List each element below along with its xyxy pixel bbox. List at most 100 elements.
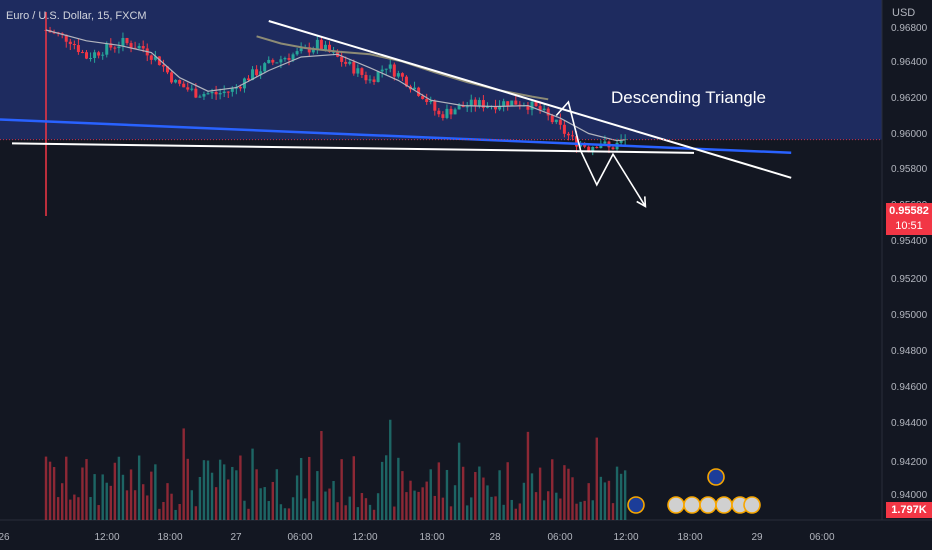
candle-body bbox=[380, 69, 384, 72]
candle-body bbox=[263, 63, 267, 72]
volume-bar bbox=[320, 431, 323, 520]
candle-body bbox=[271, 59, 275, 63]
candle-body bbox=[623, 138, 627, 140]
time-axis[interactable] bbox=[0, 520, 932, 550]
volume-bar bbox=[336, 502, 339, 520]
us-flag-icon[interactable] bbox=[667, 496, 685, 514]
volume-bar bbox=[360, 493, 364, 520]
candle-body bbox=[85, 52, 88, 59]
candle-body bbox=[404, 76, 408, 87]
candle-body bbox=[502, 101, 506, 107]
volume-bar bbox=[478, 466, 481, 520]
candle-body bbox=[129, 43, 133, 48]
volume-bar bbox=[526, 431, 530, 520]
volume-bar bbox=[129, 469, 133, 520]
candle-body bbox=[477, 100, 481, 106]
us-flag-icon[interactable] bbox=[743, 496, 761, 514]
volume-bar bbox=[514, 508, 517, 520]
time-tick-label: 06:00 bbox=[809, 532, 834, 543]
volume-bar bbox=[295, 475, 299, 520]
us-flag-icon[interactable] bbox=[699, 496, 717, 514]
volume-bar bbox=[453, 485, 457, 520]
candle-body bbox=[194, 88, 198, 98]
candle-body bbox=[238, 86, 242, 89]
volume-bar bbox=[421, 487, 424, 520]
resistance-trendline[interactable] bbox=[268, 20, 792, 179]
us-flag-icon[interactable] bbox=[683, 496, 701, 514]
candle-body bbox=[190, 88, 194, 90]
volume-bar bbox=[77, 497, 80, 520]
volume-bar bbox=[170, 493, 173, 520]
volume-bar bbox=[271, 481, 274, 520]
time-tick-label: 06:00 bbox=[547, 532, 572, 543]
candle-body bbox=[348, 61, 352, 64]
candle-body bbox=[101, 54, 105, 56]
volume-bar bbox=[117, 456, 121, 520]
volume-bar bbox=[542, 500, 546, 520]
projection-path[interactable] bbox=[555, 100, 647, 207]
eu-flag-icon[interactable] bbox=[707, 468, 725, 486]
volume-bar bbox=[502, 504, 505, 520]
candle-body bbox=[437, 110, 441, 115]
volume-bar bbox=[85, 459, 88, 520]
candle-body bbox=[315, 39, 319, 49]
volume-bar bbox=[409, 480, 412, 520]
volume-bar bbox=[547, 491, 550, 520]
candle-body bbox=[558, 119, 562, 125]
volume-bar bbox=[494, 496, 497, 520]
candle-body bbox=[222, 91, 226, 94]
volume-bar bbox=[551, 459, 554, 520]
volume-bar bbox=[445, 469, 449, 520]
symbol-label[interactable]: Euro / U.S. Dollar, 15, FXCM bbox=[6, 10, 147, 22]
volume-bar bbox=[158, 508, 161, 520]
candle-body bbox=[453, 109, 457, 115]
candle-body bbox=[182, 83, 186, 88]
us-flag-icon[interactable] bbox=[715, 496, 733, 514]
volume-bar bbox=[194, 506, 198, 520]
volume-bar bbox=[466, 505, 469, 520]
candle-body bbox=[388, 64, 392, 69]
volume-bar bbox=[291, 497, 295, 520]
candle-body bbox=[591, 146, 595, 151]
volume-bar bbox=[239, 455, 242, 520]
volume-bar bbox=[534, 492, 538, 520]
support-band-line[interactable] bbox=[0, 118, 792, 155]
candle-body bbox=[267, 59, 271, 64]
candle-body bbox=[202, 94, 206, 97]
volume-bar bbox=[389, 419, 392, 520]
candle-body bbox=[421, 95, 425, 99]
time-tick-label: 18:00 bbox=[157, 532, 182, 543]
volume-bar bbox=[97, 505, 100, 520]
candle-body bbox=[542, 108, 546, 111]
candle-body bbox=[360, 68, 364, 75]
candle-body bbox=[340, 56, 344, 62]
candle-body bbox=[514, 100, 518, 105]
eu-flag-icon[interactable] bbox=[627, 496, 645, 514]
candle-body bbox=[554, 119, 558, 123]
candle-body bbox=[352, 61, 356, 74]
candle-body bbox=[295, 51, 299, 55]
candle-body bbox=[198, 96, 202, 98]
volume-bar bbox=[113, 462, 117, 520]
volume-bar bbox=[385, 455, 388, 520]
price-tick-label: 0.94800 bbox=[891, 346, 928, 357]
candle-body bbox=[396, 73, 400, 77]
volume-bar bbox=[506, 462, 509, 520]
volume-bar bbox=[567, 468, 570, 520]
candle-body bbox=[319, 39, 323, 50]
volume-bar bbox=[73, 494, 76, 520]
volume-bar bbox=[607, 480, 611, 520]
volume-bar bbox=[563, 465, 566, 520]
candle-body bbox=[571, 135, 574, 137]
volume-bar bbox=[48, 461, 52, 520]
candle-body bbox=[392, 64, 396, 77]
volume-badge: 1.797K bbox=[886, 502, 932, 518]
volume-bar bbox=[93, 474, 96, 520]
price-tick-label: 0.95800 bbox=[891, 164, 928, 175]
candle-body bbox=[105, 43, 109, 55]
price-axis[interactable] bbox=[882, 0, 932, 550]
volume-bar bbox=[218, 459, 222, 520]
candle-body bbox=[429, 100, 433, 103]
